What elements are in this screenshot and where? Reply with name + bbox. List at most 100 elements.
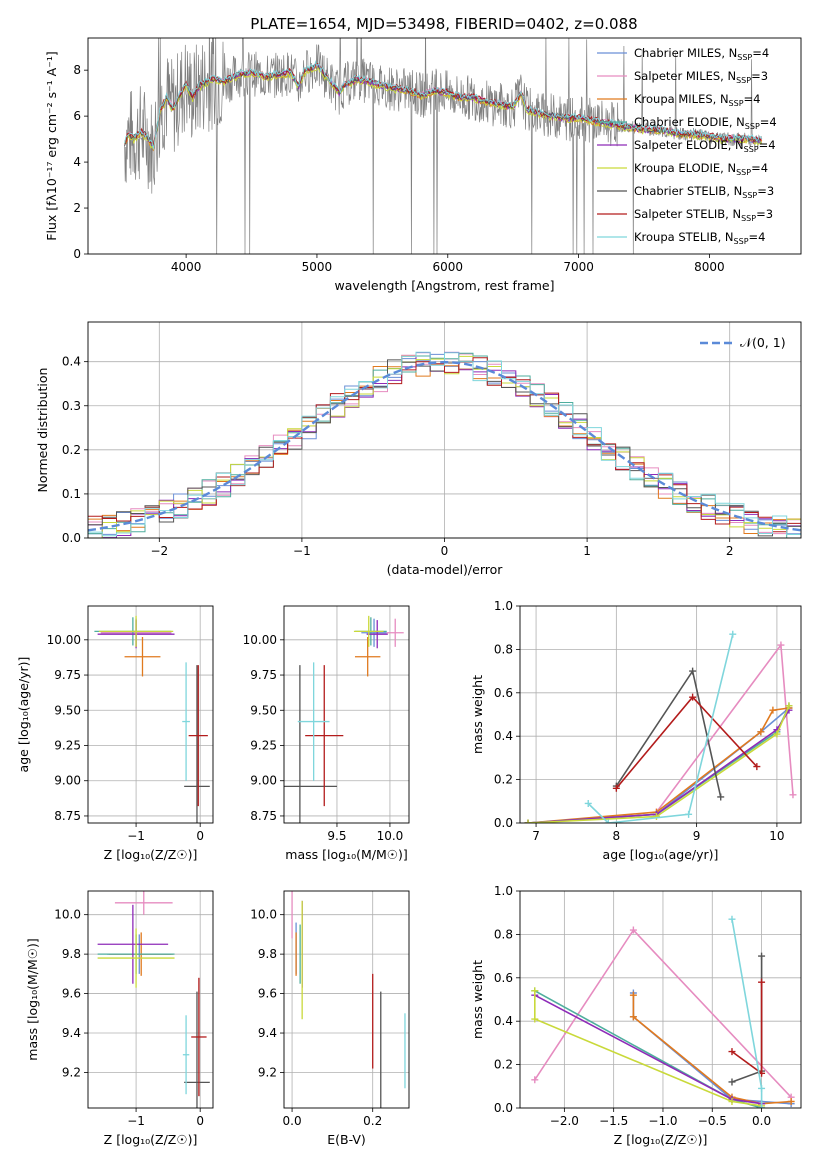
weight-marker [777, 641, 785, 649]
x-tick-label: 7 [532, 829, 540, 843]
errorbar-point [98, 615, 174, 647]
age-vs-mass-plot-area [284, 615, 404, 823]
x-tick-label: 0.2 [363, 1114, 382, 1128]
legend-label: Chabrier MILES, NSSP=4 [634, 46, 769, 62]
x-axis-label: Z [log₁₀(Z/Z☉)] [614, 1132, 708, 1147]
weight-marker [758, 978, 766, 986]
y-tick-label: 0.0 [494, 1101, 513, 1115]
age-vs-z-plot-area [94, 615, 210, 823]
x-axis-label: Z [log₁₀(Z/Z☉)] [104, 1132, 198, 1147]
errorbar-point [184, 665, 210, 823]
weight-marker [685, 810, 693, 818]
errorbar-point [182, 662, 190, 781]
weight-marker [758, 952, 766, 960]
y-tick-label: 9.25 [250, 739, 277, 753]
axes-frame [519, 890, 802, 1109]
legend-label: Salpeter MILES, NSSP=3 [634, 69, 768, 85]
axes-frame [283, 890, 410, 1109]
y-axis-label: mass weight [470, 960, 485, 1039]
residual-legend: 𝒩(0, 1) [700, 335, 786, 350]
x-tick-label: 2 [726, 544, 734, 558]
errorbar-point [124, 637, 161, 677]
x-tick-label: 9.5 [327, 829, 346, 843]
weight-marker [584, 799, 592, 807]
model-line-kroupa-elodie [124, 66, 762, 152]
weight-marker [753, 763, 761, 771]
x-tick-label: 10.0 [377, 829, 404, 843]
weight-marker [728, 1078, 736, 1086]
x-tick-label: 10 [769, 829, 784, 843]
spectrum-legend: Chabrier MILES, NSSP=4 Salpeter MILES, NS… [597, 46, 777, 246]
residuals-plot-area [88, 351, 801, 538]
y-axis-label: mass [log₁₀(M/M☉)] [25, 938, 40, 1060]
y-tick-label: 10.00 [243, 633, 277, 647]
y-tick-label: 10.0 [54, 908, 81, 922]
y-tick-label: 0.8 [494, 642, 513, 656]
legend-label: Kroupa MILES, NSSP=4 [634, 92, 760, 108]
errorbar-point [386, 618, 404, 647]
y-tick-label: 9.50 [54, 703, 81, 717]
x-tick-label: 4000 [171, 260, 202, 274]
y-tick-label: 9.00 [54, 774, 81, 788]
legend-label: 𝒩(0, 1) [740, 335, 786, 350]
y-tick-label: 9.8 [62, 947, 81, 961]
errorbar-point [97, 904, 169, 984]
weight-marker [789, 791, 797, 799]
x-tick-label: −2.0 [550, 1114, 579, 1128]
axes-frame [87, 321, 802, 539]
x-axis-label: age [log₁₀(age/yr)] [603, 847, 719, 862]
weight-line [587, 634, 734, 823]
x-axis-label: mass [log₁₀(M/M☉)] [285, 847, 407, 862]
histogram-step-line [88, 357, 801, 533]
x-tick-label: −1.0 [648, 1114, 677, 1128]
errorbar-point [184, 991, 210, 1108]
weight-line [527, 705, 790, 823]
y-tick-label: 8.75 [54, 809, 81, 823]
errorbar-point [182, 1015, 190, 1095]
y-tick-label: 8.75 [250, 809, 277, 823]
legend-label: Chabrier STELIB, NSSP=3 [634, 184, 774, 200]
x-tick-label: 0.0 [283, 1114, 302, 1128]
x-tick-label: 0 [196, 829, 204, 843]
weight-marker [652, 812, 660, 820]
y-tick-label: 0.4 [494, 729, 513, 743]
x-tick-label: −2 [150, 544, 168, 558]
y-axis-label: Normed distribution [35, 368, 50, 493]
y-tick-label: 9.6 [258, 987, 277, 1001]
weight-vs-age-plot-area [524, 630, 797, 823]
x-tick-label: 8 [613, 829, 621, 843]
errorbar-point [114, 891, 173, 915]
x-tick-label: −1 [293, 544, 311, 558]
weight-marker [728, 1097, 736, 1105]
model-line-kroupa-stelib [124, 59, 763, 149]
y-tick-label: 0.2 [494, 773, 513, 787]
legend-label: Kroupa ELODIE, NSSP=4 [634, 161, 768, 177]
x-tick-label: −0.5 [698, 1114, 727, 1128]
errorbar-point [305, 665, 344, 807]
weight-vs-age-panel: 7 8 9 10 0.0 0.2 0.4 0.6 0.8 1.0 age [log₁₀(age/yr… [470, 599, 802, 862]
weight-marker [757, 728, 765, 736]
weight-marker [689, 693, 697, 701]
weight-marker [773, 730, 781, 738]
axes-frame [519, 605, 802, 824]
weight-marker [728, 1048, 736, 1056]
weight-marker [758, 1084, 766, 1092]
weight-vs-z-plot-area [531, 915, 795, 1108]
errorbar-point [297, 662, 330, 781]
spectrum-plot-area [124, 38, 763, 254]
errorbar-point [191, 977, 207, 1097]
y-tick-label: 9.8 [258, 947, 277, 961]
x-axis-label: Z [log₁₀(Z/Z☉)] [104, 847, 198, 862]
weight-marker [785, 702, 793, 710]
x-tick-label: 9 [693, 829, 701, 843]
weight-marker [728, 915, 736, 923]
x-tick-label: −1 [127, 1114, 145, 1128]
age-vs-mass-panel: 9.5 10.0 8.75 9.00 9.25 9.50 9.75 10.00 mass [lo… [243, 605, 410, 862]
y-axis-label: mass weight [470, 675, 485, 754]
x-tick-label: 8000 [694, 260, 725, 274]
axes-frame [283, 605, 410, 824]
weight-marker [729, 630, 737, 638]
errorbar-point [188, 665, 208, 807]
legend-label: Chabrier ELODIE, NSSP=4 [634, 115, 777, 131]
y-axis-label: Flux [fλ10⁻¹⁷ erg cm⁻² s⁻¹ A⁻¹] [44, 51, 59, 240]
